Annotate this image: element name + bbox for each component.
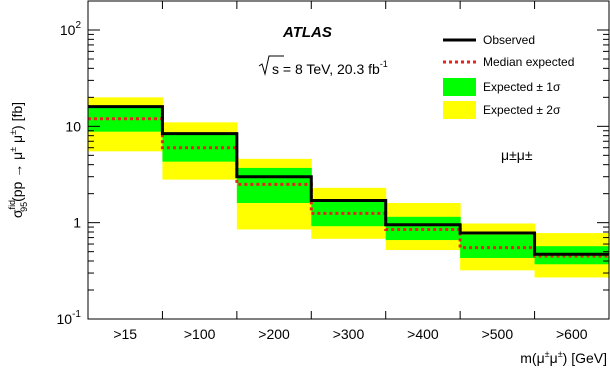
y-title-rest: (pp → μ	[9, 152, 25, 202]
x-tick-label: >300	[333, 326, 365, 342]
x-tick-label: >400	[407, 326, 439, 342]
sqrt-s-main: s = 8 TeV, 20.3 fb	[272, 61, 380, 77]
legend-1sigma-swatch	[443, 78, 476, 96]
x-title-post: ) [GeV]	[563, 350, 607, 366]
sqrt-symbol	[258, 55, 284, 76]
legend: Observed Median expected Expected ± 1σ E…	[443, 33, 574, 119]
x-tick-label: >200	[258, 326, 290, 342]
y-tick-base: 1	[73, 215, 81, 231]
bands-layer	[88, 97, 610, 278]
x-tick-label: >600	[556, 326, 588, 342]
x-axis-title: m(μ±μ±) [GeV]	[520, 349, 607, 366]
y-title-rest-sup2: ±	[8, 130, 18, 135]
y-tick-exponent: -1	[72, 309, 81, 320]
y-title-rest-mid: μ	[9, 135, 25, 147]
median-expected-line	[88, 117, 609, 258]
atlas-label: ATLAS	[282, 24, 332, 41]
y-tick-exponent: 2	[75, 20, 81, 31]
legend-1sigma-label: Expected ± 1σ	[483, 80, 561, 94]
x-tick-label: >500	[482, 326, 514, 342]
y-tick-label: 10	[65, 118, 81, 134]
x-tick-label: >15	[113, 326, 137, 342]
band-1sigma-bin-5	[460, 234, 536, 258]
legend-2sigma-label: Expected ± 2σ	[483, 103, 561, 117]
sqrt-s-label: s = 8 TeV, 20.3 fb-1	[258, 55, 388, 77]
sqrt-s-text: s = 8 TeV, 20.3 fb-1	[272, 59, 388, 77]
y-title-sub: 95	[19, 202, 29, 212]
legend-2sigma-swatch	[443, 101, 476, 119]
x-title-sup2: ±	[558, 349, 563, 359]
x-title-mid: μ	[550, 350, 558, 366]
x-title-sup1: ±	[545, 349, 550, 359]
y-title-rest-end: ) [fb]	[9, 102, 25, 130]
legend-observed-label: Observed	[483, 33, 535, 47]
y-title-sigma: σ	[9, 209, 25, 218]
x-tick-label: >100	[184, 326, 216, 342]
y-tick-base: 10	[65, 118, 81, 134]
x-axis: >15 >100 >200 >300 >400 >500 >600	[113, 1, 588, 342]
y-title-sup: fid	[7, 200, 17, 210]
plot-frame	[87, 0, 610, 320]
lumi-exponent: -1	[380, 59, 388, 69]
legend-median-label: Median expected	[483, 55, 574, 69]
y-tick-base: 10	[57, 311, 73, 327]
lines-layer	[88, 105, 609, 258]
y-title-rest-sup: ±	[8, 147, 18, 152]
y-tick-label: 1	[73, 215, 81, 231]
x-title-pre: m(μ	[520, 350, 544, 366]
observed-line	[88, 105, 609, 256]
y-tick-label: 102	[60, 20, 82, 38]
y-tick-base: 10	[60, 22, 76, 38]
channel-label: μ±μ±	[501, 147, 533, 163]
y-axis-title: σfid 95(pp → μ± μ±) [fb]	[7, 102, 29, 218]
y-tick-label: 10-1	[57, 309, 82, 327]
